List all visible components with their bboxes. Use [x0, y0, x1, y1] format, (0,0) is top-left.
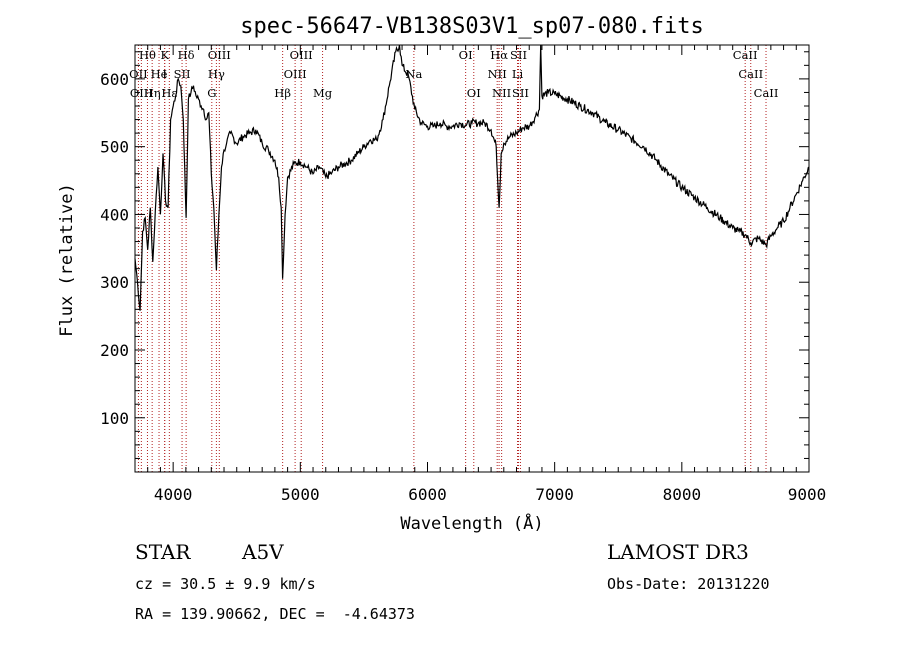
- x-axis-ticks: 4000 5000 6000 7000 8000 9000: [134, 45, 827, 504]
- line-label-0: Hθ: [139, 48, 156, 62]
- plot-frame: [134, 44, 810, 473]
- y-tick-label-300: 300: [100, 273, 129, 292]
- line-label-3: OIII: [208, 48, 231, 62]
- line-label-17: Li: [512, 67, 524, 81]
- spectrum-series-line: [134, 44, 810, 311]
- line-label-15: Na: [405, 67, 422, 81]
- line-label-22: G: [207, 86, 216, 100]
- line-label-19: OIII: [130, 86, 153, 100]
- line-label-2: Hδ: [178, 48, 195, 62]
- chart-title: spec-56647-VB138S03V1_sp07-080.fits: [240, 14, 704, 39]
- x-tick-label-7000: 7000: [535, 485, 574, 504]
- line-label-1: K: [160, 48, 169, 62]
- line-label-5: OI: [459, 48, 473, 62]
- y-axis-ticks: 100 200 300 400 500 600: [100, 51, 809, 473]
- x-axis-label: Wavelength (Å): [400, 512, 543, 534]
- redshift-cz: cz = 30.5 ± 9.9 km/s: [135, 575, 316, 593]
- y-tick-label-500: 500: [100, 138, 129, 157]
- ra-dec-coordinates: RA = 139.90662, DEC = -4.64373: [135, 605, 415, 623]
- object-subclass: A5V: [242, 540, 284, 564]
- line-label-11: I: [162, 67, 167, 81]
- observation-date: Obs-Date: 20131220: [607, 575, 770, 593]
- line-label-13: Hγ: [208, 67, 225, 81]
- line-label-10: He: [151, 67, 168, 81]
- x-tick-label-6000: 6000: [408, 485, 447, 504]
- y-tick-label-400: 400: [100, 205, 129, 224]
- y-tick-label-600: 600: [100, 70, 129, 89]
- line-label-25: OI: [467, 86, 481, 100]
- spectral-line-markers: [137, 45, 767, 472]
- line-label-18: CaII: [738, 67, 763, 81]
- line-label-26: NII: [492, 86, 511, 100]
- line-label-12: SII: [174, 67, 191, 81]
- object-class: STAR: [135, 540, 191, 564]
- line-label-7: SII: [510, 48, 527, 62]
- line-label-16: NII: [488, 67, 507, 81]
- x-tick-label-5000: 5000: [281, 485, 320, 504]
- line-label-21: Hε: [161, 86, 177, 100]
- y-tick-label-200: 200: [100, 341, 129, 360]
- x-tick-label-4000: 4000: [154, 485, 193, 504]
- line-label-4: OIII: [290, 48, 313, 62]
- y-tick-label-100: 100: [100, 409, 129, 428]
- line-label-24: Mg: [313, 86, 333, 100]
- line-label-9: OII: [129, 67, 148, 81]
- line-label-14: OIII: [284, 67, 307, 81]
- line-label-23: Hβ: [274, 86, 291, 100]
- survey-name: LAMOST DR3: [607, 540, 749, 564]
- y-axis-label: Flux (relative): [57, 183, 77, 337]
- line-label-28: CaII: [754, 86, 779, 100]
- x-tick-label-8000: 8000: [663, 485, 702, 504]
- line-label-8: CaII: [733, 48, 758, 62]
- line-label-20: Hη: [144, 86, 161, 100]
- line-label-27: SII: [512, 86, 529, 100]
- line-label-6: Hα: [490, 48, 508, 62]
- x-tick-label-9000: 9000: [788, 485, 827, 504]
